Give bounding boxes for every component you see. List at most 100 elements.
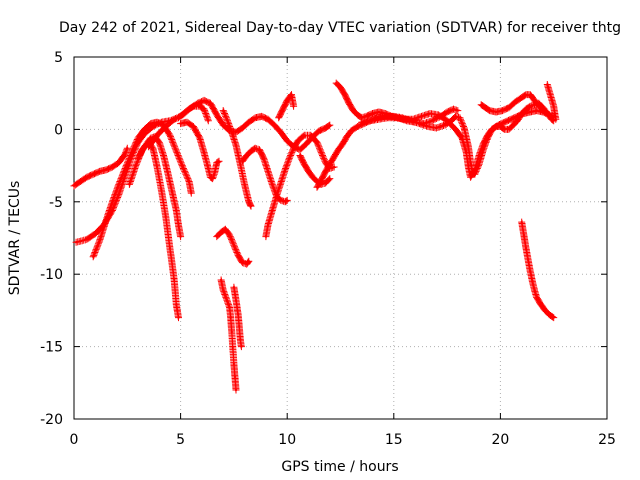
data-point: [230, 330, 233, 334]
data-point: [247, 121, 250, 124]
data-point: [149, 122, 152, 125]
data-point: [350, 129, 353, 132]
data-point: [134, 164, 137, 167]
data-point: [531, 96, 534, 99]
data-point: [209, 176, 212, 179]
data-point: [124, 152, 127, 156]
data-point: [168, 134, 172, 137]
data-point: [526, 258, 530, 261]
data-point: [369, 119, 372, 122]
data-point: [305, 142, 308, 146]
data-point: [258, 148, 261, 151]
data-point: [520, 112, 523, 115]
data-point: [222, 288, 225, 292]
data-point: [155, 165, 159, 169]
data-point: [320, 151, 323, 154]
data-point: [539, 303, 543, 306]
data-point: [356, 125, 359, 128]
data-point: [552, 119, 555, 122]
data-point: [473, 168, 476, 172]
data-point: [507, 128, 511, 131]
data-point: [546, 83, 549, 86]
x-axis-tick-labels: 0 5 10 15 20 25: [70, 432, 616, 448]
data-point: [469, 176, 472, 179]
data-point: [426, 125, 430, 128]
data-point: [324, 170, 327, 173]
data-point: [435, 126, 438, 130]
data-point: [503, 128, 506, 131]
data-point: [92, 255, 95, 258]
data-point: [324, 161, 327, 164]
data-point: [522, 233, 526, 237]
data-point: [177, 223, 180, 227]
data-point: [488, 109, 491, 112]
series-arc-17: [332, 79, 462, 128]
data-point: [494, 110, 498, 114]
data-point: [215, 235, 218, 238]
data-point: [111, 165, 114, 169]
data-point: [260, 115, 263, 118]
data-point: [454, 115, 457, 118]
data-point: [283, 200, 287, 203]
data-point: [219, 231, 223, 234]
data-point: [512, 123, 515, 127]
data-point: [371, 112, 374, 115]
data-point: [207, 167, 210, 170]
data-point: [529, 270, 532, 273]
data-point: [281, 107, 285, 111]
data-point: [143, 128, 146, 131]
data-point: [320, 178, 323, 182]
x-tick-label: 20: [491, 432, 509, 448]
data-point: [179, 122, 182, 125]
data-point: [347, 102, 351, 105]
data-point: [243, 183, 246, 186]
data-point: [247, 200, 250, 203]
data-point: [94, 232, 97, 235]
series-arc-8: [219, 107, 255, 210]
data-point: [117, 183, 121, 186]
data-point: [177, 316, 180, 319]
data-point: [241, 160, 244, 163]
data-point: [92, 173, 95, 176]
x-tick-label: 10: [278, 432, 296, 448]
data-point: [249, 149, 253, 153]
data-point: [499, 125, 502, 128]
data-point: [394, 116, 398, 120]
data-point: [352, 109, 355, 112]
data-point: [215, 113, 218, 117]
data-point: [341, 142, 344, 146]
data-point: [166, 171, 169, 174]
data-point: [454, 128, 457, 131]
data-point: [288, 157, 291, 160]
x-tick-label: 5: [176, 432, 185, 448]
data-point: [486, 134, 489, 137]
data-point: [155, 134, 159, 137]
data-point: [332, 165, 336, 169]
data-point: [494, 125, 498, 128]
x-tick-label: 15: [385, 432, 403, 448]
data-point: [234, 299, 238, 302]
data-point: [386, 116, 389, 120]
data-point: [217, 160, 221, 163]
data-point: [482, 142, 485, 146]
data-point: [192, 125, 195, 128]
data-point: [403, 118, 406, 121]
data-point: [173, 278, 176, 282]
data-point: [286, 199, 289, 202]
data-point: [552, 105, 555, 108]
data-point: [315, 186, 319, 189]
data-point: [343, 93, 346, 96]
data-point: [337, 148, 340, 151]
data-point: [173, 118, 176, 121]
data-point: [529, 110, 532, 114]
data-point: [234, 131, 238, 134]
series-arc-20: [543, 81, 560, 123]
data-point: [318, 129, 321, 132]
data-point: [98, 170, 101, 173]
data-point: [271, 183, 274, 186]
data-point: [529, 105, 532, 108]
data-point: [279, 181, 282, 185]
data-point: [74, 241, 78, 244]
data-point: [467, 145, 470, 148]
